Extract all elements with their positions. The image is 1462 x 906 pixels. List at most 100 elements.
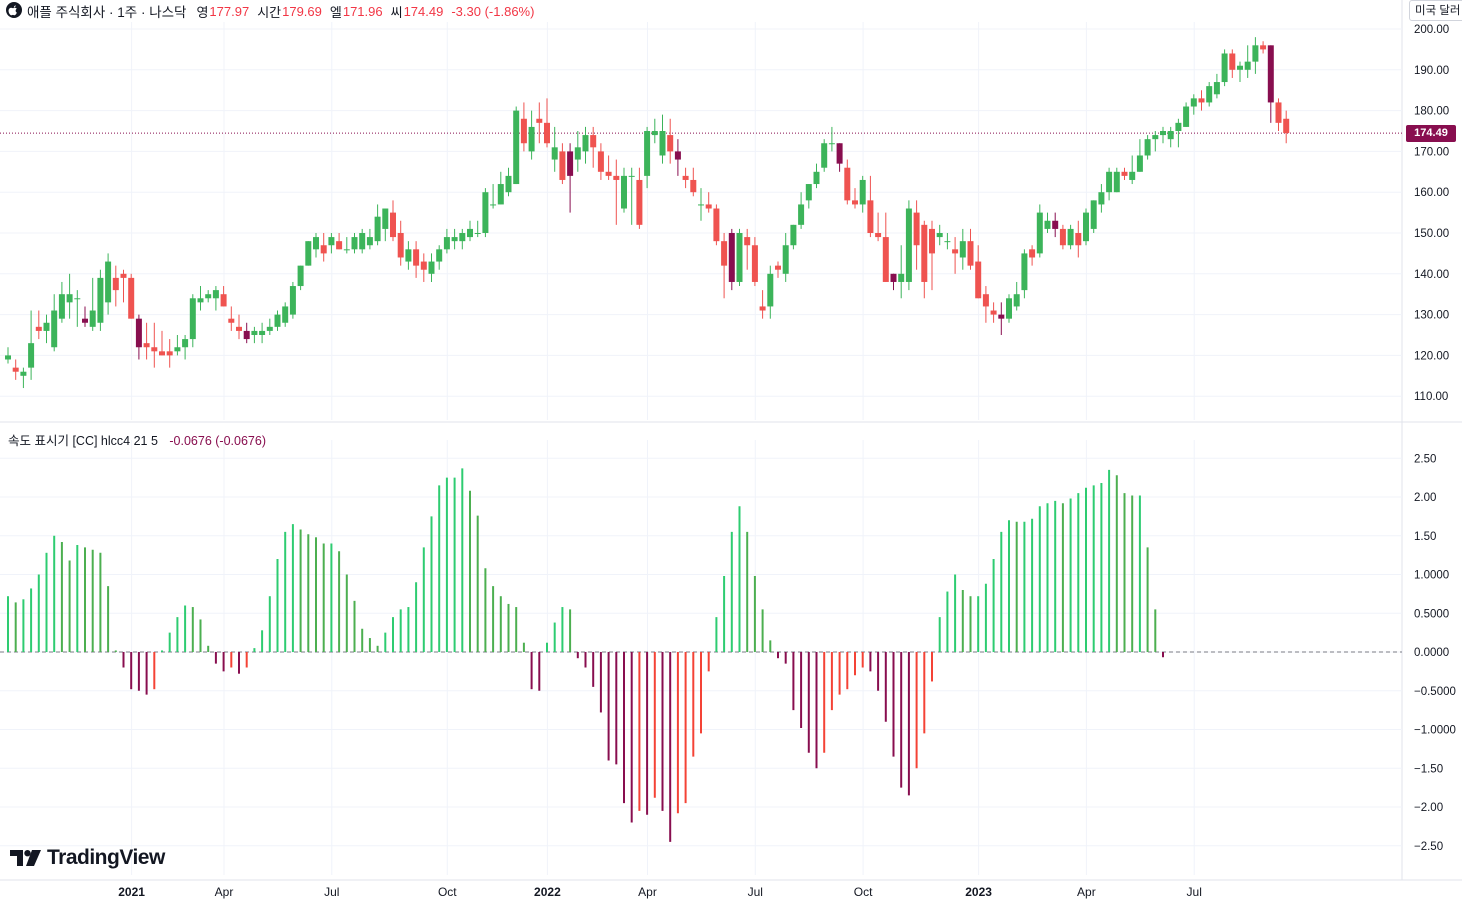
candle-body <box>836 143 843 164</box>
candle-body <box>1021 253 1028 291</box>
chart-header: 애플 주식회사 · 1주 · 나스닥 영 177.97 시간 179.69 엘 … <box>6 1 542 20</box>
candle-body <box>929 228 935 254</box>
candle-body <box>798 204 805 225</box>
candle-body <box>821 143 828 168</box>
candle-body <box>313 237 319 250</box>
candle-body <box>790 224 797 246</box>
candle-body <box>952 249 959 254</box>
candle-body <box>359 233 366 250</box>
candle-body <box>921 224 928 282</box>
currency-button[interactable]: 미국 달러 <box>1409 0 1462 21</box>
candle-body <box>667 135 674 152</box>
indicator-axis-label: 2.00 <box>1414 492 1436 504</box>
time-axis-label: Apr <box>1077 885 1096 899</box>
candle-body <box>1090 200 1097 229</box>
candle-body <box>936 233 943 238</box>
candle-body <box>982 294 989 307</box>
indicator-header[interactable]: 속도 표시기 [CC] hlcc4 21 5 -0.0676 (-0.0676) <box>8 430 266 449</box>
indicator-value: -0.0676 (-0.0676) <box>169 434 266 448</box>
indicator-axis-label: −2.50 <box>1414 841 1443 853</box>
candle-body <box>1167 131 1174 140</box>
candle-body <box>636 179 643 225</box>
time-axis-label: 2023 <box>965 885 992 899</box>
candle-body <box>205 294 212 299</box>
candle-body <box>351 237 358 250</box>
candle-body <box>852 200 858 205</box>
candle-body <box>867 200 874 233</box>
candle-body <box>428 261 435 274</box>
symbol-title[interactable]: 애플 주식회사 · 1주 · 나스닥 <box>27 5 187 20</box>
indicator-axis-label: 2.50 <box>1414 453 1436 465</box>
candle-body <box>58 294 65 319</box>
candle-body <box>443 237 450 250</box>
candle-body <box>544 122 550 144</box>
candle-body <box>1067 228 1074 246</box>
candle-body <box>813 171 820 185</box>
candle-body <box>1036 212 1043 254</box>
candle-body <box>767 273 774 307</box>
candle-body <box>528 126 535 152</box>
candle-body <box>990 310 997 315</box>
candle-body <box>775 265 781 270</box>
candle-body <box>105 261 112 303</box>
candle-body <box>728 233 735 282</box>
time-axis-label: Jul <box>1187 885 1202 899</box>
candle-body <box>913 212 920 246</box>
low-value: 171.96 <box>342 3 383 19</box>
time-axis-label: Apr <box>638 885 657 899</box>
candle-body <box>613 175 620 180</box>
candle-body <box>97 277 104 323</box>
candle-body <box>705 204 712 209</box>
candle-body <box>744 237 751 246</box>
candle-body <box>51 310 58 348</box>
price-axis-label: 150.00 <box>1414 228 1449 240</box>
candle-body <box>390 212 396 238</box>
candle-body <box>751 245 758 282</box>
candle-body <box>590 135 597 148</box>
time-axis-label: 2021 <box>118 885 145 899</box>
candle-body <box>520 118 527 144</box>
price-axis-label: 180.00 <box>1414 106 1449 118</box>
candle-body <box>374 216 381 242</box>
candle-body <box>189 298 196 340</box>
candle-body <box>582 135 589 152</box>
candle-body <box>898 273 905 282</box>
candle-body <box>621 175 627 209</box>
candle-body <box>343 249 350 251</box>
high-value: 179.69 <box>282 3 322 19</box>
candle-body <box>490 204 497 206</box>
price-axis-label: 190.00 <box>1414 65 1449 77</box>
candle-body <box>182 339 189 348</box>
candle-body <box>20 371 27 376</box>
candle-body <box>736 233 743 282</box>
candle-body <box>644 131 651 176</box>
candle-body <box>297 265 304 287</box>
candle-body <box>805 184 812 201</box>
close-value: 174.49 <box>403 3 444 19</box>
candle-body <box>197 298 204 303</box>
price-axis-label: 160.00 <box>1414 187 1449 199</box>
price-axis-label: 200.00 <box>1414 24 1449 36</box>
candle-body <box>5 355 11 360</box>
low-label: 엘 <box>329 4 342 20</box>
time-axis-label: Oct <box>438 885 457 899</box>
candle-body <box>436 249 443 262</box>
candle-body <box>397 233 404 258</box>
candle-body <box>82 318 88 323</box>
candle-body <box>759 306 766 311</box>
candle-body <box>1160 131 1166 136</box>
candle-body <box>559 151 566 180</box>
indicator-axis-label: 0.5000 <box>1414 608 1449 620</box>
candle-body <box>1244 61 1251 70</box>
indicator-axis-label: 0.0000 <box>1414 647 1449 659</box>
indicator-name: 속도 표시기 [CC] hlcc4 21 5 <box>8 434 158 448</box>
candle-body <box>1029 249 1036 258</box>
candle-body <box>305 241 312 266</box>
candle-body <box>474 233 481 234</box>
candle-body <box>1006 298 1012 319</box>
candle-body <box>882 237 889 282</box>
candle-body <box>1206 86 1213 103</box>
candle-body <box>289 286 296 315</box>
tradingview-logo[interactable]: TradingView <box>10 846 165 870</box>
